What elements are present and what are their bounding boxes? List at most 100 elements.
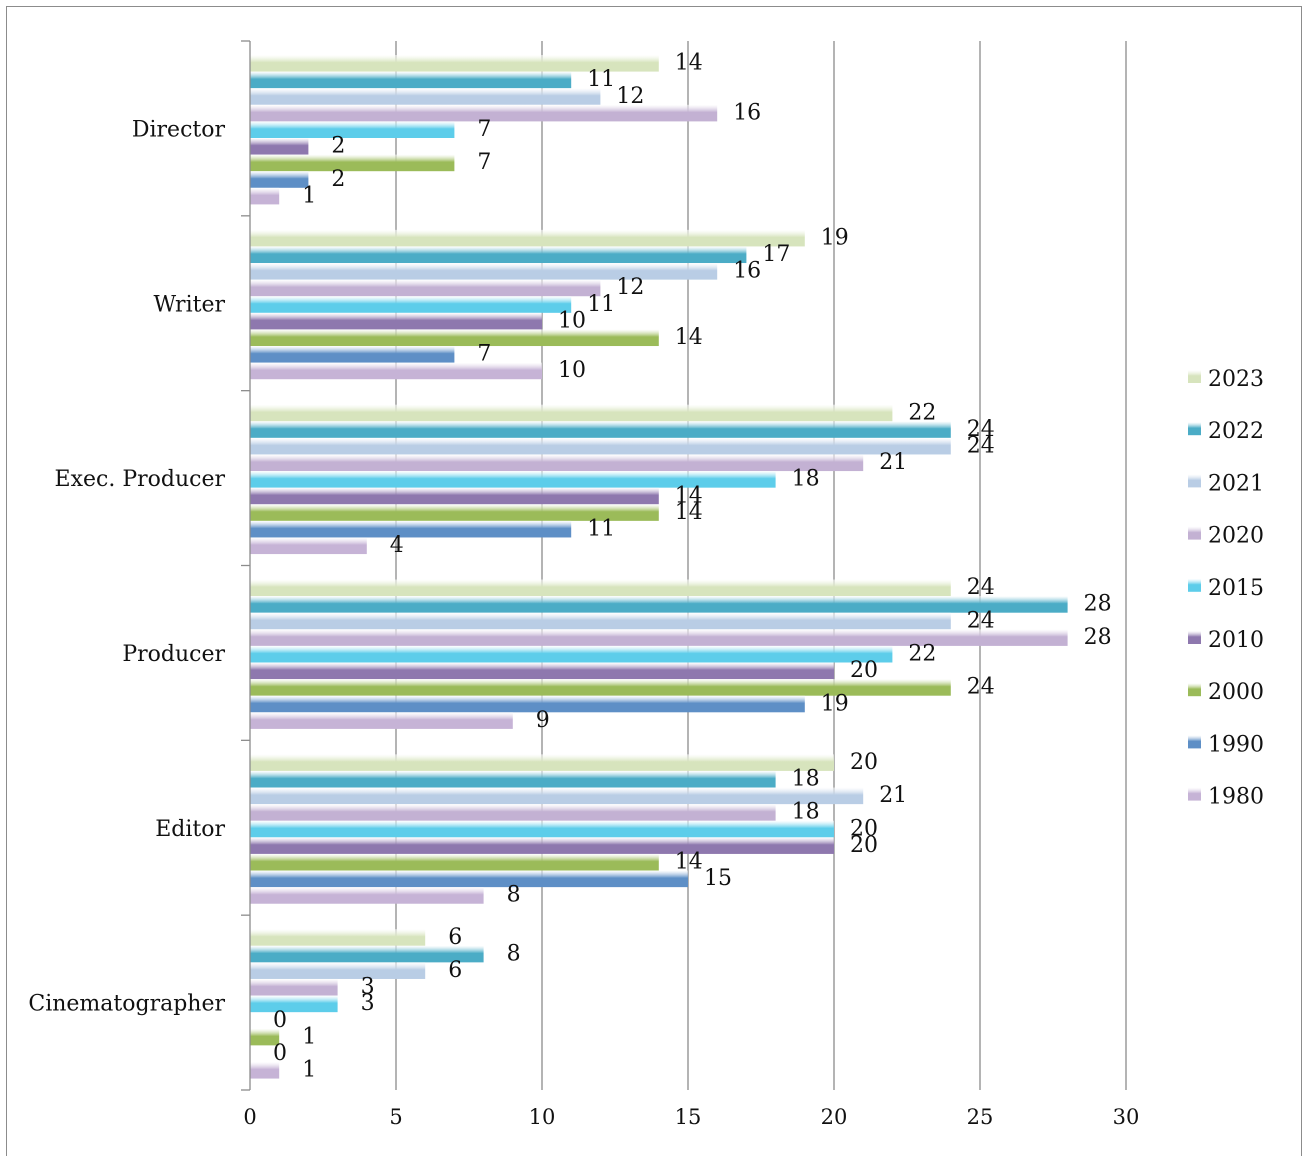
bar — [250, 629, 1068, 646]
data-label: 1 — [302, 1024, 316, 1049]
data-label: 1 — [302, 1058, 316, 1083]
bar — [250, 279, 601, 297]
bar — [250, 187, 280, 205]
bar — [250, 853, 659, 871]
x-tick-label: 25 — [967, 1105, 994, 1129]
legend-label: 1980 — [1208, 785, 1264, 810]
data-label: 15 — [704, 866, 732, 891]
data-label: 11 — [587, 516, 615, 541]
data-label: 8 — [507, 883, 521, 908]
data-label: 20 — [850, 750, 878, 775]
legend-label: 2010 — [1208, 628, 1264, 653]
legend-swatch — [1188, 631, 1201, 644]
bar — [250, 104, 718, 122]
category-label: Editor — [155, 817, 225, 842]
data-label: 3 — [361, 975, 375, 1000]
legend-swatch — [1188, 422, 1201, 436]
data-label: 28 — [1084, 592, 1112, 617]
data-label: 8 — [507, 941, 521, 966]
data-label: 16 — [733, 259, 761, 284]
bar — [250, 887, 484, 904]
bar — [250, 454, 864, 472]
data-label: 24 — [967, 417, 995, 442]
legend-swatch — [1188, 578, 1201, 592]
data-label: 2 — [331, 167, 345, 192]
data-label: 17 — [762, 242, 790, 267]
bar — [250, 770, 776, 788]
x-tick-label: 0 — [243, 1105, 256, 1129]
x-tick-label: 10 — [529, 1105, 556, 1129]
data-label: 21 — [879, 783, 907, 808]
legend-swatch — [1188, 474, 1201, 488]
bar — [250, 596, 1068, 613]
data-label: 0 — [273, 1008, 287, 1033]
bar — [250, 329, 659, 347]
bar — [250, 579, 951, 597]
bar — [250, 978, 338, 996]
bar — [250, 612, 951, 630]
legend-swatch — [1188, 683, 1201, 697]
bar — [250, 1061, 280, 1079]
bar — [250, 312, 542, 330]
data-label: 28 — [1084, 625, 1112, 650]
bar — [250, 121, 455, 138]
bar — [250, 437, 951, 455]
legend-label: 2000 — [1208, 680, 1264, 705]
bar — [250, 229, 805, 247]
data-label: 9 — [536, 708, 550, 733]
data-label: 12 — [616, 275, 644, 300]
legend: 2023 2022 2021 2020 2015 2010 2000 1990 1980 — [1188, 367, 1264, 810]
bar — [250, 1028, 280, 1046]
data-label: 24 — [967, 675, 995, 700]
x-tick-label: 30 — [1113, 1105, 1140, 1129]
x-tick-label: 20 — [821, 1105, 848, 1129]
bar — [250, 71, 572, 89]
bar — [250, 138, 309, 155]
category-label: Writer — [153, 292, 225, 317]
bar — [250, 945, 484, 963]
data-label: 24 — [967, 608, 995, 633]
bar — [250, 171, 309, 188]
bar — [250, 55, 659, 72]
bar — [250, 296, 572, 313]
chart-frame — [6, 6, 1302, 1156]
data-label: 11 — [587, 67, 615, 92]
x-tick-label: 15 — [675, 1105, 702, 1129]
legend-label: 2015 — [1208, 576, 1264, 601]
bar — [250, 520, 572, 538]
data-label: 24 — [967, 575, 995, 600]
bar — [250, 754, 834, 771]
bar — [250, 154, 455, 172]
legend-swatch — [1188, 735, 1201, 749]
gridlines — [395, 41, 1127, 1090]
data-label: 4 — [390, 533, 404, 558]
legend-swatch — [1188, 787, 1201, 801]
data-label: 14 — [675, 850, 703, 875]
bar — [250, 421, 951, 438]
legend-label: 2023 — [1208, 367, 1264, 392]
legend-label: 2020 — [1208, 524, 1264, 549]
bar — [250, 712, 513, 729]
category-label: Exec. Producer — [55, 467, 226, 492]
bar — [250, 929, 426, 946]
data-label: 19 — [821, 225, 849, 250]
data-label: 7 — [477, 117, 491, 142]
data-label: 21 — [879, 450, 907, 475]
legend-label: 2021 — [1208, 471, 1264, 496]
x-tick-label: 5 — [389, 1105, 402, 1129]
data-label: 0 — [273, 1041, 287, 1066]
data-label: 16 — [733, 100, 761, 125]
data-label: 20 — [850, 833, 878, 858]
data-label: 24 — [967, 433, 995, 458]
category-label: Director — [132, 117, 226, 142]
bar — [250, 537, 367, 555]
data-label: 19 — [821, 691, 849, 716]
category-label: Producer — [122, 642, 225, 667]
bar — [250, 404, 893, 422]
data-labels: 1411121672721191716121110147102224242118… — [273, 51, 1112, 1083]
legend-label: 1990 — [1208, 732, 1264, 757]
data-label: 20 — [850, 816, 878, 841]
bar — [250, 645, 893, 663]
data-label: 18 — [792, 767, 820, 792]
legend-swatch — [1188, 526, 1201, 540]
